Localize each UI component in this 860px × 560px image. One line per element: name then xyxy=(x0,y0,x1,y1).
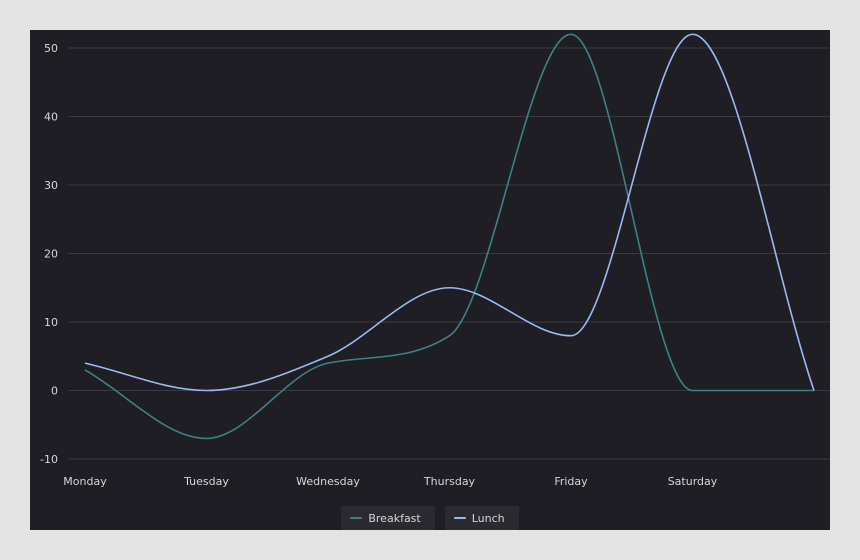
x-tick-label: Monday xyxy=(63,475,107,488)
x-axis: Monday Tuesday Wednesday Thursday Friday Satu… xyxy=(63,475,717,488)
x-tick-label: Tuesday xyxy=(183,475,229,488)
legend-swatch-breakfast xyxy=(350,517,363,519)
legend-label-lunch: Lunch xyxy=(471,511,505,525)
series-line-breakfast xyxy=(84,33,814,440)
legend-item-breakfast[interactable]: Breakfast xyxy=(341,506,435,530)
y-axis: -10 0 10 20 30 40 50 xyxy=(40,42,58,466)
y-tick-label: -10 xyxy=(40,453,58,466)
series-line-lunch xyxy=(84,33,815,392)
y-tick-label: 0 xyxy=(51,385,58,398)
line-chart: -10 0 10 20 30 40 50 Monday Tuesday Wednesday Thu… xyxy=(40,33,830,488)
x-tick-label: Wednesday xyxy=(296,475,360,488)
chart-panel: -10 0 10 20 30 40 50 Monday Tuesday Wednesday Thu… xyxy=(30,30,830,530)
y-tick-label: 20 xyxy=(44,248,58,261)
grid-lines xyxy=(68,47,830,460)
y-tick-label: 10 xyxy=(44,316,58,329)
legend-label-breakfast: Breakfast xyxy=(368,511,421,525)
y-tick-label: 30 xyxy=(44,179,58,192)
x-tick-label: Friday xyxy=(554,475,588,488)
y-tick-label: 40 xyxy=(44,111,58,124)
y-tick-label: 50 xyxy=(44,42,58,55)
legend-swatch-lunch xyxy=(453,517,466,519)
legend-item-lunch[interactable]: Lunch xyxy=(444,506,519,530)
series-lines xyxy=(84,33,815,440)
legend: Breakfast Lunch xyxy=(30,506,830,530)
x-tick-label: Thursday xyxy=(423,475,476,488)
x-tick-label: Saturday xyxy=(668,475,718,488)
